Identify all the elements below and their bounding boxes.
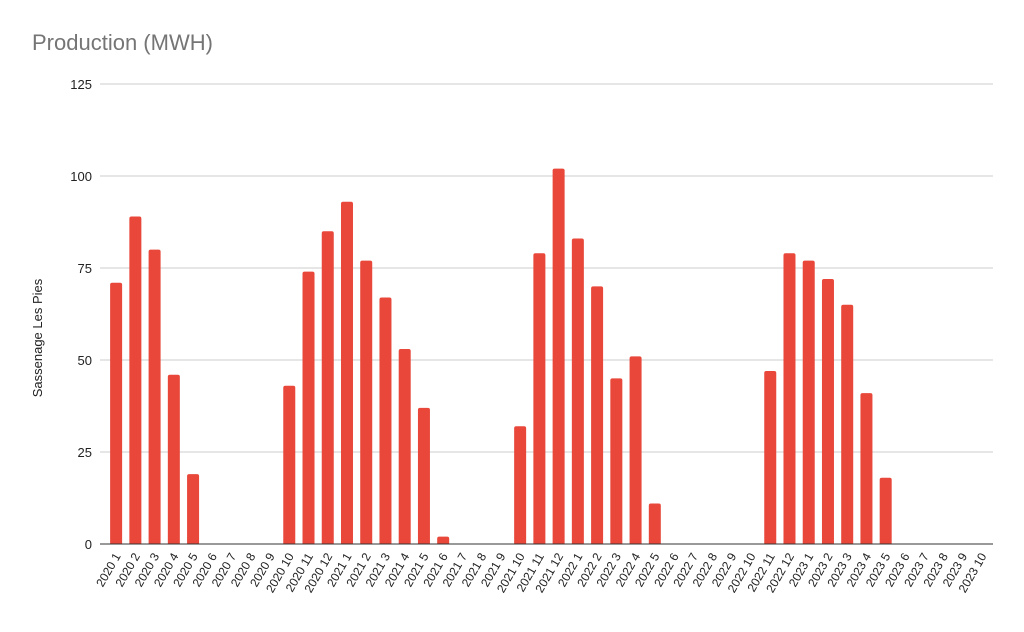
bar <box>129 216 142 545</box>
bar <box>360 260 373 544</box>
y-axis-label: Sassenage Les Pies <box>30 278 45 397</box>
y-tick-label: 0 <box>85 537 92 552</box>
bar <box>648 503 661 544</box>
bars <box>110 168 892 545</box>
bar <box>437 536 450 544</box>
bar <box>148 249 161 544</box>
bar <box>321 231 334 544</box>
chart-title: Production (MWH) <box>32 30 213 55</box>
bar <box>552 168 565 544</box>
bar <box>783 253 796 544</box>
y-axis-ticks: 0 25 50 75 100 125 <box>70 77 92 552</box>
bar <box>398 348 411 544</box>
bar <box>571 238 584 544</box>
y-tick-label: 125 <box>70 77 92 92</box>
bar <box>802 260 815 544</box>
bar <box>629 356 642 544</box>
bar <box>610 378 623 544</box>
bar <box>340 201 353 544</box>
bar <box>879 477 892 544</box>
bar <box>283 385 296 544</box>
bar <box>187 474 200 544</box>
bar <box>821 279 834 544</box>
y-tick-label: 75 <box>78 261 92 276</box>
bar <box>841 304 854 544</box>
bar <box>302 271 315 544</box>
gridlines <box>100 83 993 453</box>
bar <box>591 286 604 544</box>
bar <box>379 297 392 544</box>
bar <box>110 282 123 544</box>
bar <box>514 426 527 544</box>
y-tick-label: 50 <box>78 353 92 368</box>
bar <box>417 407 430 544</box>
y-tick-label: 100 <box>70 169 92 184</box>
bar <box>533 253 546 544</box>
bar <box>860 393 873 544</box>
bar <box>167 374 180 544</box>
bar <box>764 371 777 544</box>
y-tick-label: 25 <box>78 445 92 460</box>
